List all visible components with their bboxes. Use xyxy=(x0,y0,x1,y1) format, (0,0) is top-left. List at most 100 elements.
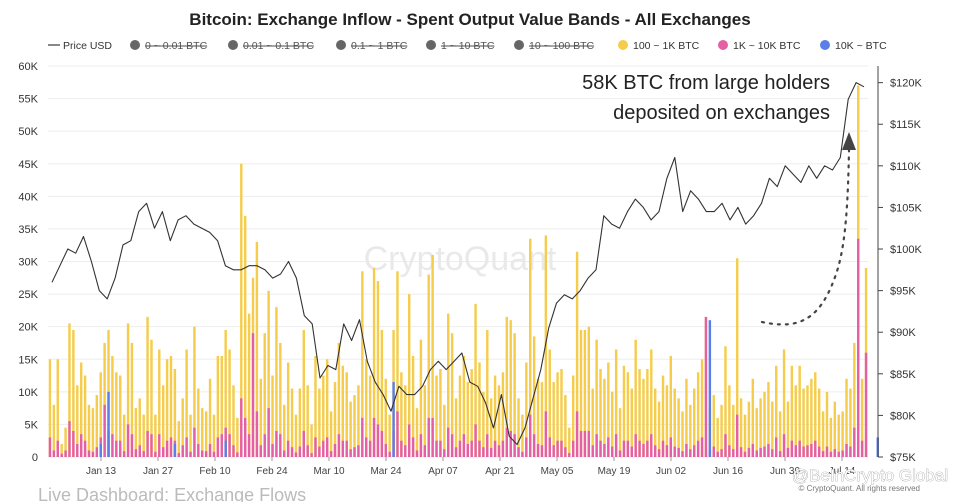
bar-100-1k xyxy=(236,417,239,457)
bar-1k-10k xyxy=(372,417,376,457)
legend-item-label[interactable]: 0.1 ~ 1 BTC xyxy=(351,40,408,52)
bar-100-1k xyxy=(388,414,391,457)
x-tick-label: May 05 xyxy=(541,466,574,477)
legend-item-label[interactable]: 0.01 ~ 0.1 BTC xyxy=(243,40,314,52)
bar-1k-10k xyxy=(72,430,75,457)
bar-1k-10k xyxy=(790,440,794,457)
bar-100-1k xyxy=(185,349,188,457)
bar-100-1k xyxy=(349,401,352,457)
bar-1k-10k xyxy=(48,437,52,457)
chart-title: Bitcoin: Exchange Inflow - Spent Output … xyxy=(189,10,750,29)
bar-100-1k xyxy=(216,355,220,457)
legend-item-label[interactable]: 10K ~ BTC xyxy=(835,40,887,52)
bar-1k-10k xyxy=(154,451,157,457)
bar-100-1k xyxy=(665,385,669,457)
bar-1k-10k xyxy=(505,427,509,457)
bar-100-1k xyxy=(310,424,313,457)
bar-1k-10k xyxy=(599,440,602,457)
bar-1k-10k xyxy=(400,440,403,457)
bar-1k-10k xyxy=(532,434,536,457)
bar-1k-10k xyxy=(845,443,848,457)
bar-100-1k xyxy=(91,408,95,458)
x-tick-label: Feb 24 xyxy=(256,466,288,477)
legend-item-label[interactable]: 1 ~ 10 BTC xyxy=(441,40,495,52)
bar-100-1k xyxy=(837,414,840,457)
bar-1k-10k xyxy=(298,446,302,457)
bar-100-1k xyxy=(775,365,778,457)
y-left-tick-label: 0 xyxy=(32,452,38,464)
bar-100-1k xyxy=(103,342,106,457)
bar-1k-10k xyxy=(333,443,337,457)
bar-1k-10k xyxy=(798,440,801,457)
bar-100-1k xyxy=(798,365,801,457)
bar-1k-10k xyxy=(693,445,696,457)
legend-item-label[interactable]: 100 ~ 1K BTC xyxy=(633,40,700,52)
bar-100-1k xyxy=(181,398,184,457)
bar-1k-10k xyxy=(64,450,67,457)
bar-1k-10k xyxy=(204,451,208,457)
bar-100-1k xyxy=(669,355,673,457)
legend-item-label[interactable]: 1K ~ 10K BTC xyxy=(733,40,801,52)
bar-100-1k xyxy=(536,378,540,457)
y-right-tick-label: $95K xyxy=(890,286,916,298)
bar-100-1k xyxy=(165,359,169,457)
bar-1k-10k xyxy=(302,430,305,457)
bar-100-1k xyxy=(681,411,684,457)
legend-item-label[interactable]: 0 ~ 0.01 BTC xyxy=(145,40,208,52)
bar-100-1k xyxy=(505,316,509,457)
bar-100-1k xyxy=(860,378,864,457)
bar-1k-10k xyxy=(349,449,352,457)
bar-1k-10k xyxy=(83,440,87,457)
bar-1k-10k xyxy=(568,453,571,457)
bar-100-1k xyxy=(673,388,676,457)
annotation: 58K BTC from large holders deposited on … xyxy=(582,72,856,326)
bar-100-1k xyxy=(599,369,602,457)
bar-1k-10k xyxy=(814,440,817,457)
bar-1k-10k xyxy=(696,440,700,457)
bar-1k-10k xyxy=(607,437,610,457)
bar-1k-10k xyxy=(673,446,676,457)
bar-100-1k xyxy=(95,395,99,457)
bar-100-1k xyxy=(595,339,598,457)
bar-1k-10k xyxy=(501,440,505,457)
legend-item-label[interactable]: Price USD xyxy=(63,40,112,52)
y-left-tick-label: 20K xyxy=(18,322,38,334)
bar-100-1k xyxy=(755,408,758,458)
bar-1k-10k xyxy=(130,434,134,457)
bar-1k-10k xyxy=(755,450,758,457)
bar-100-1k xyxy=(716,417,719,457)
bar-1k-10k xyxy=(665,445,669,457)
legend[interactable]: Price USD 0 ~ 0.01 BTC 0.01 ~ 0.1 BTC 0.1 ~… xyxy=(48,40,887,52)
bar-1k-10k xyxy=(661,440,665,457)
bar-100-1k xyxy=(603,378,606,457)
bar-100-1k xyxy=(353,395,356,457)
bar-1k-10k xyxy=(735,414,739,457)
footer-text: Live Dashboard: Exchange Flows xyxy=(38,485,306,502)
y-right-tick-label: $115K xyxy=(890,119,922,131)
bar-100-1k xyxy=(68,323,71,457)
bar-100-1k xyxy=(728,385,731,457)
bar-1k-10k xyxy=(435,440,438,457)
bar-100-1k xyxy=(564,395,567,457)
bar-100-1k xyxy=(853,342,856,457)
bar-100-1k xyxy=(466,382,469,457)
price-line xyxy=(51,82,865,446)
y-left-tick-label: 50K xyxy=(18,126,38,138)
x-tick-label: May 19 xyxy=(598,466,631,477)
bar-100-1k xyxy=(677,398,680,457)
bar-100-1k xyxy=(158,349,161,457)
bar-1k-10k xyxy=(712,446,715,457)
bar-100-1k xyxy=(365,359,368,457)
bar-1k-10k xyxy=(427,417,430,457)
bar-1k-10k xyxy=(353,447,356,457)
bar-100-1k xyxy=(501,372,505,457)
bar-100-1k xyxy=(212,414,216,457)
legend-item-label[interactable]: 10 ~ 100 BTC xyxy=(529,40,594,52)
bar-10k-plus xyxy=(99,443,102,457)
annotation-line-1: 58K BTC from large holders xyxy=(582,72,830,94)
bar-100-1k xyxy=(478,362,481,457)
bar-1k-10k xyxy=(169,437,173,457)
bar-100-1k xyxy=(407,294,411,457)
bar-100-1k xyxy=(204,411,208,457)
bar-1k-10k xyxy=(247,434,251,457)
